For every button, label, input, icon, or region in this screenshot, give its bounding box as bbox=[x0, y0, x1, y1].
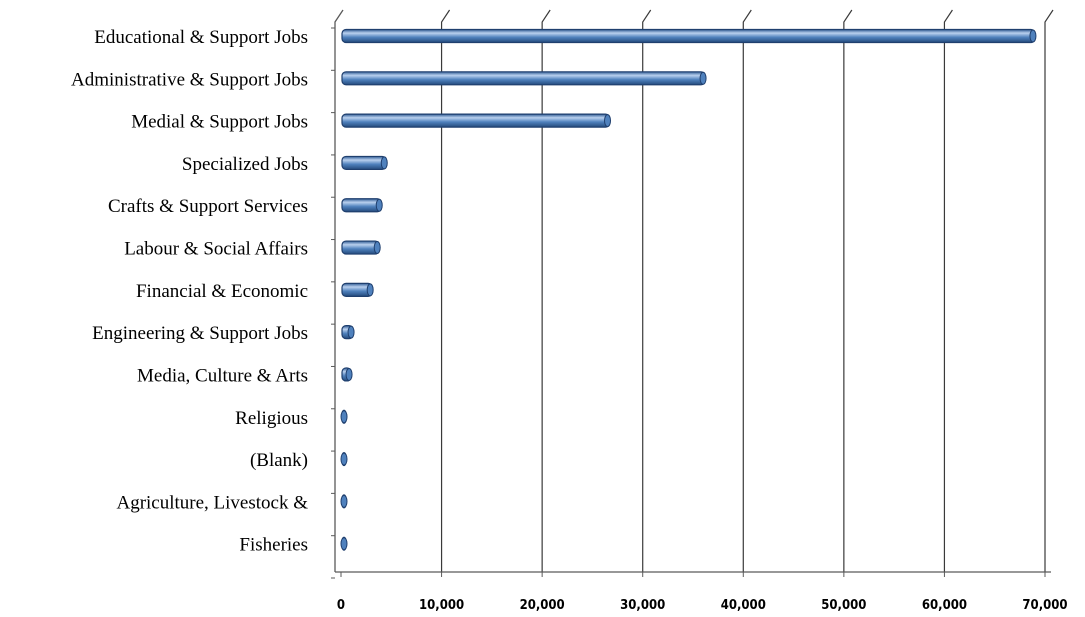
bars bbox=[341, 30, 1036, 551]
x-tick-label: 0 bbox=[337, 598, 345, 613]
bar-end-cap bbox=[341, 411, 347, 423]
x-tick-labels: 0 10,000 20,000 30,000 40,000 50,000 60,000 70,… bbox=[337, 572, 1068, 613]
bar bbox=[342, 199, 381, 212]
bar-end-cap bbox=[341, 453, 347, 465]
x-tick-label: 20,000 bbox=[520, 598, 565, 613]
category-label: Educational & Support Jobs bbox=[94, 27, 308, 48]
category-labels: Educational & Support Jobs Administrative… bbox=[71, 27, 308, 556]
gridline bbox=[442, 10, 450, 572]
bar bbox=[342, 114, 610, 127]
bar bbox=[342, 156, 386, 169]
bar bbox=[342, 241, 379, 254]
bar-end-cap bbox=[374, 242, 380, 254]
category-label: Medial & Support Jobs bbox=[131, 112, 308, 133]
gridline bbox=[1045, 10, 1053, 572]
bar-end-cap bbox=[346, 368, 352, 380]
bar-end-cap bbox=[348, 326, 354, 338]
bar-end-cap bbox=[605, 115, 611, 127]
category-label: Religious bbox=[235, 408, 308, 429]
category-label: Fisheries bbox=[239, 535, 308, 556]
bar-end-cap bbox=[341, 538, 347, 550]
gridline bbox=[743, 10, 751, 572]
gridline bbox=[944, 10, 952, 572]
category-label: Media, Culture & Arts bbox=[137, 365, 308, 386]
x-tick-label: 50,000 bbox=[821, 598, 866, 613]
gridlines bbox=[442, 10, 1053, 572]
category-label: Crafts & Support Services bbox=[108, 196, 308, 217]
category-label: Engineering & Support Jobs bbox=[92, 323, 308, 344]
category-label: Agriculture, Livestock & bbox=[116, 492, 308, 513]
bar-end-cap bbox=[700, 72, 706, 84]
x-tick-label: 30,000 bbox=[620, 598, 665, 613]
bar-end-cap bbox=[381, 157, 387, 169]
category-label: Specialized Jobs bbox=[182, 154, 308, 175]
bar-end-cap bbox=[376, 199, 382, 211]
category-label: Administrative & Support Jobs bbox=[71, 69, 308, 90]
x-tick-label: 10,000 bbox=[419, 598, 464, 613]
category-label: Financial & Economic bbox=[136, 281, 308, 302]
x-tick-label: 70,000 bbox=[1022, 598, 1067, 613]
gridline bbox=[844, 10, 852, 572]
bar bbox=[342, 72, 705, 85]
bar bbox=[342, 30, 1035, 43]
bar-end-cap bbox=[341, 495, 347, 507]
category-label: (Blank) bbox=[250, 450, 308, 471]
bar-end-cap bbox=[367, 284, 373, 296]
gridline bbox=[542, 10, 550, 572]
x-tick-label: 60,000 bbox=[922, 598, 967, 613]
bar-end-cap bbox=[1030, 30, 1036, 42]
axes bbox=[331, 10, 1051, 578]
category-label: Labour & Social Affairs bbox=[124, 239, 308, 260]
x-tick-label: 40,000 bbox=[721, 598, 766, 613]
gridline bbox=[643, 10, 651, 572]
